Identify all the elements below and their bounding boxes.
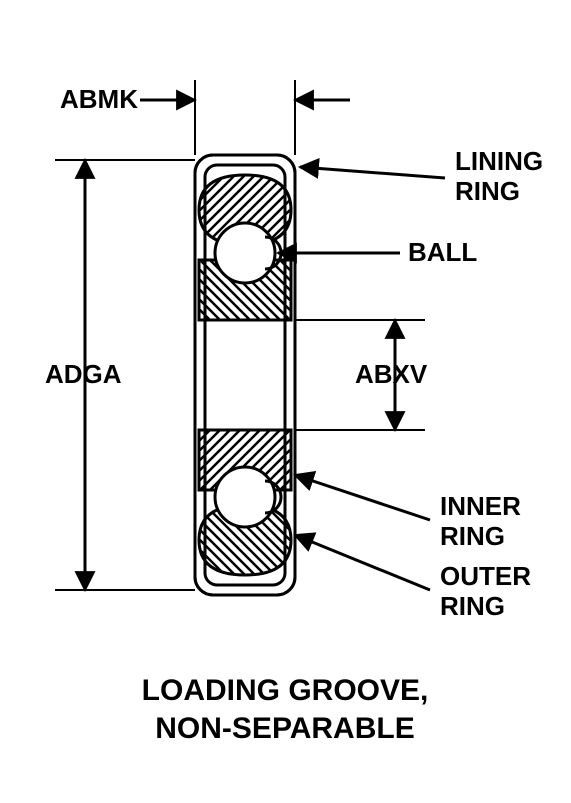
inner-ring-label-1: INNER <box>440 491 521 521</box>
abmk-label: ABMK <box>60 84 138 114</box>
lining-ring-label-2: RING <box>455 176 520 206</box>
ball-label: BALL <box>408 237 477 267</box>
bearing-diagram-svg: ABMKADGAABXVLININGRINGBALLINNERRINGOUTER… <box>0 0 571 803</box>
title-line-2: NON-SEPARABLE <box>155 712 414 745</box>
outer-ring-leader <box>295 535 430 590</box>
lining-ring-label-1: LINING <box>455 146 543 176</box>
outer-ring-label-2: RING <box>440 591 505 621</box>
ball-bottom <box>215 467 275 527</box>
lining-ring-leader <box>300 167 445 178</box>
outer-ring-label-1: OUTER <box>440 561 531 591</box>
inner-ring-leader <box>295 475 430 520</box>
abxv-label: ABXV <box>355 359 428 389</box>
diagram-container: ABMKADGAABXVLININGRINGBALLINNERRINGOUTER… <box>0 0 571 803</box>
inner-ring-label-2: RING <box>440 521 505 551</box>
title-line-1: LOADING GROOVE, <box>142 674 429 707</box>
adga-label: ADGA <box>45 359 122 389</box>
ball-top <box>215 223 275 283</box>
